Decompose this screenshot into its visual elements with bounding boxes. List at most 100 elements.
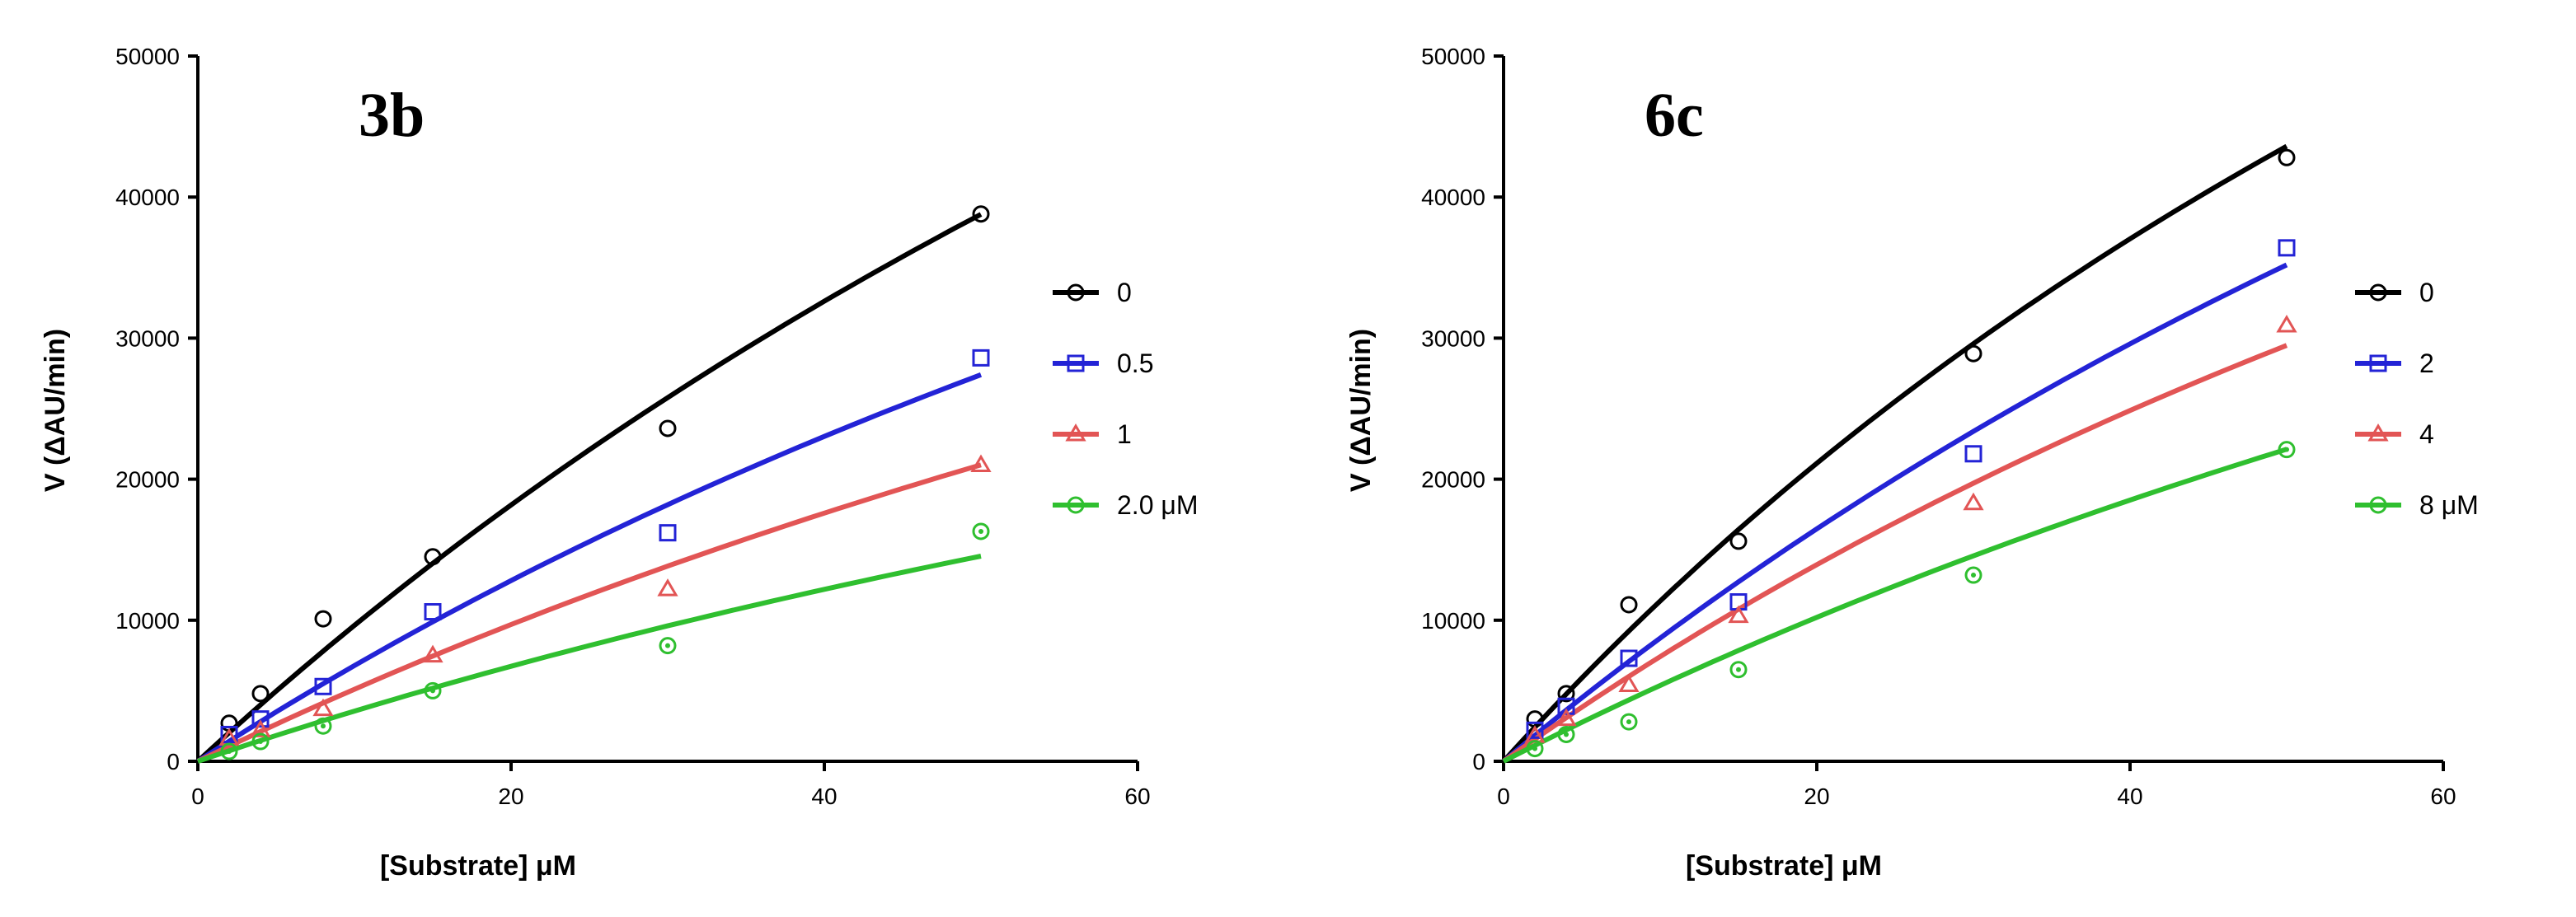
y-tick-label: 30000 bbox=[115, 325, 180, 351]
panel-title: 6c bbox=[1645, 81, 1704, 150]
x-tick-label: 60 bbox=[1124, 784, 1150, 809]
legend-marker bbox=[2369, 496, 2387, 514]
y-tick-label: 50000 bbox=[115, 44, 180, 69]
data-point bbox=[314, 610, 332, 628]
legend-marker bbox=[1067, 496, 1085, 514]
data-point bbox=[424, 603, 442, 621]
legend-entry: 2.0 μM bbox=[1053, 490, 1198, 520]
y-tick-label: 40000 bbox=[1421, 185, 1485, 210]
legend-marker bbox=[2369, 354, 2387, 372]
x-axis-label: [Substrate] μM bbox=[380, 850, 576, 882]
fit-curve bbox=[196, 462, 982, 764]
y-tick-label: 0 bbox=[1472, 749, 1485, 774]
data-point bbox=[1620, 713, 1638, 731]
legend-entry: 2 bbox=[2355, 349, 2434, 378]
data-point bbox=[2278, 239, 2296, 257]
data-point bbox=[220, 725, 238, 743]
fit-curve bbox=[1502, 262, 2288, 764]
y-axis-label: V (ΔAU/min) bbox=[40, 329, 71, 492]
y-tick-label: 20000 bbox=[1421, 467, 1485, 493]
fit-curve bbox=[1502, 447, 2287, 764]
data-point bbox=[312, 698, 334, 717]
legend-marker bbox=[1067, 283, 1085, 302]
x-tick-label: 40 bbox=[2117, 784, 2142, 809]
legend-marker bbox=[2369, 283, 2387, 302]
data-point bbox=[424, 548, 442, 566]
data-point bbox=[1964, 344, 1982, 363]
legend-entry: 8 μM bbox=[2355, 490, 2479, 520]
panel-6c: 6c V (ΔAU/min) [Substrate] μM 0 20 40 60010… bbox=[1345, 44, 2479, 882]
data-point bbox=[1729, 661, 1748, 679]
fit-curve bbox=[1501, 143, 2288, 764]
data-point bbox=[1555, 708, 1577, 727]
data-point bbox=[251, 710, 270, 728]
data-point bbox=[1728, 605, 1749, 624]
x-tick-label: 0 bbox=[1497, 784, 1510, 809]
legend-entry: 1 bbox=[1053, 419, 1132, 449]
data-point bbox=[1557, 685, 1575, 703]
y-tick-label: 10000 bbox=[115, 608, 180, 634]
data-point bbox=[659, 637, 677, 655]
data-point bbox=[659, 524, 677, 542]
y-tick-label: 30000 bbox=[1421, 325, 1485, 351]
data-point bbox=[2278, 441, 2296, 459]
data-point bbox=[1557, 725, 1575, 743]
data-point bbox=[972, 522, 990, 540]
legend-label: 4 bbox=[2419, 419, 2434, 449]
legend-entry: 4 bbox=[2355, 419, 2434, 449]
x-tick-label: 60 bbox=[2430, 784, 2456, 809]
legend-entry: 0.5 bbox=[1053, 349, 1153, 378]
y-tick-label: 20000 bbox=[115, 467, 180, 493]
y-tick-label: 0 bbox=[167, 749, 180, 774]
y-axis-label: V (ΔAU/min) bbox=[1345, 329, 1377, 492]
data-point bbox=[1620, 649, 1638, 667]
data-point bbox=[2276, 315, 2297, 333]
legend-label: 0.5 bbox=[1117, 349, 1153, 378]
y-tick-label: 50000 bbox=[1421, 44, 1485, 69]
x-axis-label: [Substrate] μM bbox=[1686, 850, 1882, 882]
legend-marker bbox=[1065, 423, 1086, 442]
data-point bbox=[250, 719, 271, 737]
data-point bbox=[1620, 596, 1638, 614]
legend-label: 2 bbox=[2419, 349, 2434, 378]
x-tick-label: 0 bbox=[191, 784, 204, 809]
legend-label: 0 bbox=[2419, 278, 2434, 307]
legend-label: 1 bbox=[1117, 419, 1132, 449]
panel-title: 3b bbox=[359, 81, 425, 150]
fit-curve bbox=[196, 372, 983, 764]
data-point bbox=[1964, 445, 1982, 463]
data-point bbox=[424, 681, 442, 699]
data-point bbox=[220, 742, 238, 760]
fit-curve bbox=[1502, 343, 2288, 764]
legend-label: 8 μM bbox=[2419, 490, 2479, 520]
data-point bbox=[251, 732, 270, 751]
data-point bbox=[314, 717, 332, 735]
data-point bbox=[1557, 697, 1575, 715]
data-point bbox=[422, 644, 443, 663]
data-point bbox=[1964, 566, 1982, 584]
data-point bbox=[251, 685, 270, 703]
data-point bbox=[1963, 492, 1984, 511]
y-tick-label: 40000 bbox=[115, 185, 180, 210]
fit-curve bbox=[197, 554, 982, 764]
data-point bbox=[657, 578, 678, 597]
data-point bbox=[970, 454, 992, 472]
legend-label: 2.0 μM bbox=[1117, 490, 1198, 520]
legend-label: 0 bbox=[1117, 278, 1132, 307]
legend-entry: 0 bbox=[1053, 278, 1132, 307]
y-tick-label: 10000 bbox=[1421, 608, 1485, 634]
plot-area-6c: 0 20 40 60 0 10000 20000 30000 40000 50000 0 2 4 8 μM bbox=[1421, 44, 2479, 809]
data-point bbox=[1526, 721, 1544, 739]
data-point bbox=[1729, 532, 1748, 550]
data-point bbox=[1526, 740, 1544, 758]
panel-3b: 3b V (ΔAU/min) [Substrate] μM 0 20 40 60010… bbox=[40, 44, 1198, 882]
plot-area-3b: 0 20 40 60 0 10000 20000 30000 40000 50000 0 0.5 1 2.… bbox=[115, 44, 1198, 809]
data-point bbox=[1618, 674, 1640, 693]
data-point bbox=[972, 349, 990, 367]
data-point bbox=[972, 205, 990, 223]
data-point bbox=[314, 677, 332, 695]
legend-marker bbox=[1067, 354, 1085, 372]
legend-entry: 0 bbox=[2355, 278, 2434, 307]
data-point bbox=[659, 419, 677, 437]
